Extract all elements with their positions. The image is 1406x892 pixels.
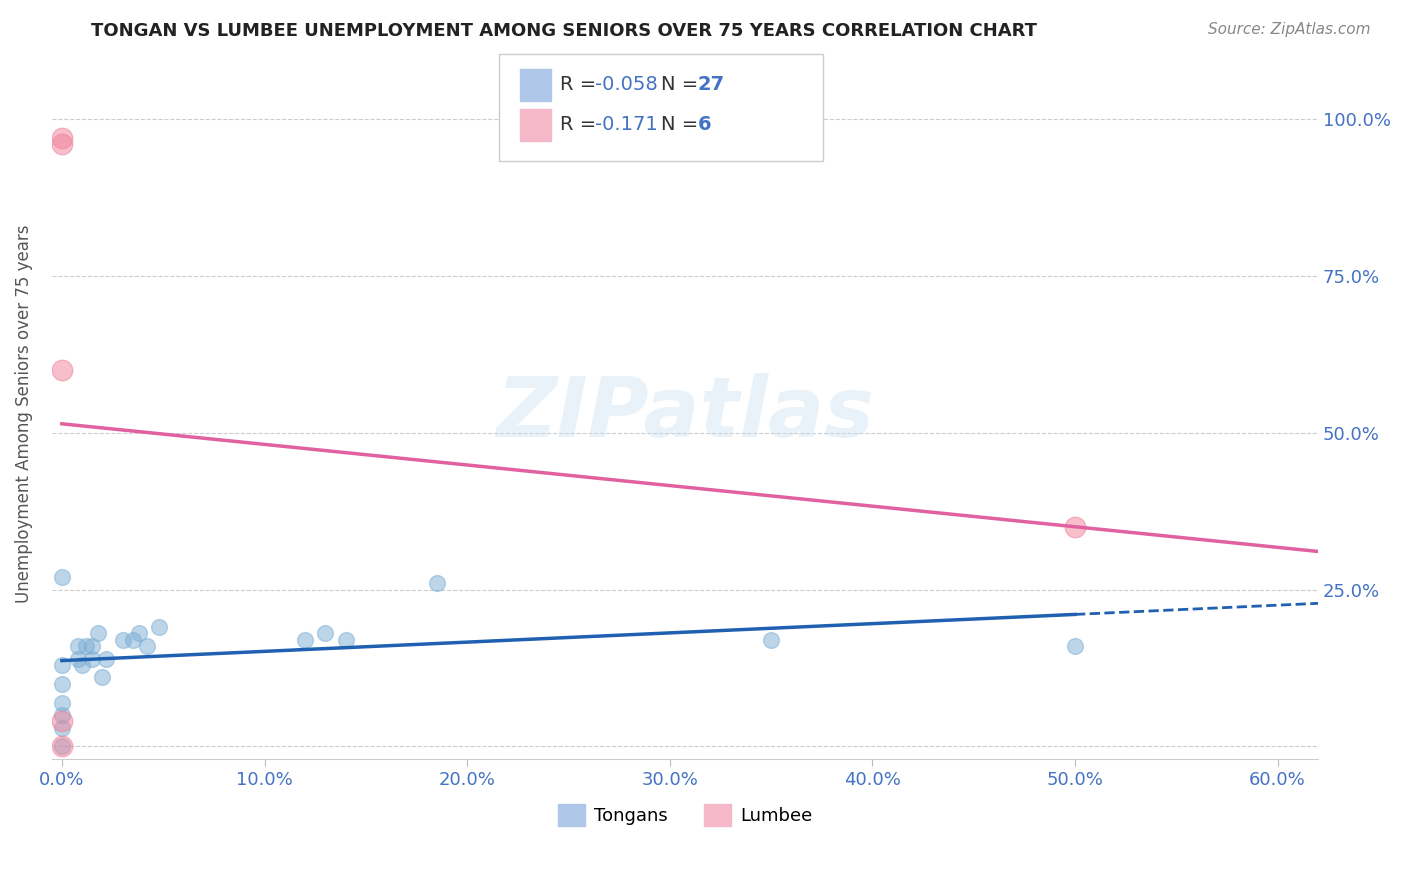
Point [51,739,73,754]
Point [67,639,90,653]
Point [51,130,73,145]
Point [1064,639,1087,653]
Point [96,651,118,665]
Point [294,632,316,647]
Text: N =: N = [661,115,704,135]
Point [51,657,73,672]
Point [121,632,143,647]
Point [335,632,357,647]
Point [91,670,114,684]
Text: R =: R = [560,75,602,95]
Text: TONGAN VS LUMBEE UNEMPLOYMENT AMONG SENIORS OVER 75 YEARS CORRELATION CHART: TONGAN VS LUMBEE UNEMPLOYMENT AMONG SENI… [91,22,1038,40]
Text: Source: ZipAtlas.com: Source: ZipAtlas.com [1208,22,1371,37]
Text: -0.171: -0.171 [595,115,658,135]
Point [75,639,97,653]
Point [87,626,110,640]
Text: 27: 27 [697,75,724,95]
Point [148,620,170,634]
Point [51,739,73,754]
Point [759,632,782,647]
Text: -0.058: -0.058 [595,75,658,95]
Point [128,626,150,640]
Legend: Tongans, Lumbee: Tongans, Lumbee [551,797,820,833]
Text: 6: 6 [697,115,711,135]
Point [314,626,336,640]
Point [70,657,93,672]
Y-axis label: Unemployment Among Seniors over 75 years: Unemployment Among Seniors over 75 years [15,225,32,603]
Point [426,576,449,591]
Point [111,632,134,647]
Point [51,721,73,735]
Point [82,639,104,653]
Point [51,714,73,729]
Text: ZIPatlas: ZIPatlas [496,373,875,454]
Point [67,651,90,665]
Point [136,639,159,653]
Point [82,651,104,665]
Point [51,696,73,710]
Point [51,136,73,151]
Point [1064,520,1087,534]
Point [51,676,73,690]
Point [51,363,73,377]
Text: N =: N = [661,75,704,95]
Point [51,570,73,584]
Point [51,708,73,723]
Text: R =: R = [560,115,602,135]
